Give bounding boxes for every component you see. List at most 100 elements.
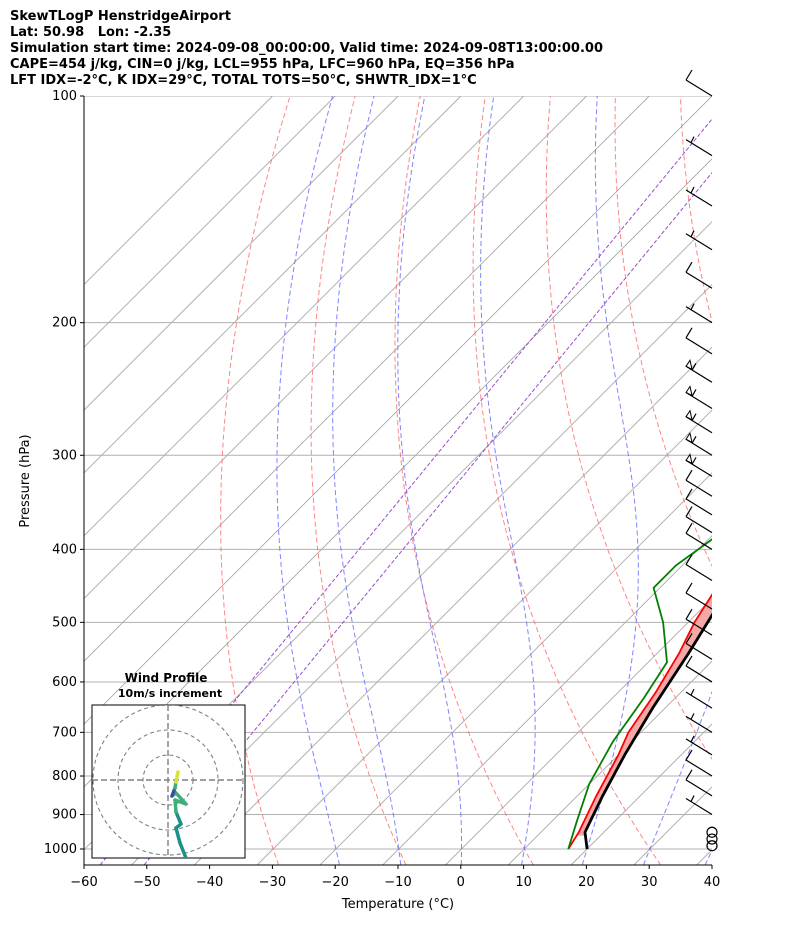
wind-barb: [685, 230, 713, 251]
wind-barb: [685, 633, 713, 660]
isotherm-line: [382, 535, 712, 865]
hodograph-ring: [92, 705, 244, 856]
dry-adiabat-line: [745, 96, 794, 865]
isotherm-line: [760, 96, 794, 865]
hodograph-segment: [178, 841, 188, 858]
y-tick-label: 600: [52, 675, 77, 690]
isotherm-line: [84, 96, 712, 725]
wind-barb: [685, 186, 713, 207]
hodograph-segment: [174, 810, 183, 826]
y-tick-label: 400: [52, 542, 77, 557]
above-eq-shading: [772, 99, 794, 511]
y-tick-label: 100: [52, 89, 77, 104]
isotherm-line: [696, 849, 712, 865]
wind-barb: [685, 582, 713, 610]
wind-barb: [685, 453, 713, 477]
isotherm-line: [84, 96, 399, 411]
wind-barb: [706, 826, 718, 838]
hodograph-segment: [174, 826, 182, 845]
chart-title-block: SkewTLogP HenstridgeAirport Lat: 50.98 L…: [10, 9, 603, 89]
hodograph-segment: [173, 798, 178, 814]
x-tick-label: 30: [641, 875, 658, 890]
y-tick-label: 1000: [44, 842, 77, 857]
wind-barb: [685, 688, 713, 709]
wind-barb: [685, 735, 713, 756]
wind-barb: [685, 469, 713, 497]
isotherm-line: [84, 96, 273, 286]
x-tick-label: −50: [133, 875, 160, 890]
wind-barb: [685, 69, 713, 97]
moist-adiabat-line: [704, 849, 712, 865]
isotherm-line: [84, 96, 336, 348]
wind-barb: [685, 488, 713, 516]
x-tick-label: −30: [259, 875, 286, 890]
isotherm-line: [84, 96, 525, 537]
moist-adiabat-line: [276, 96, 340, 865]
x-tick-label: −40: [196, 875, 223, 890]
wind-barb: [706, 833, 718, 845]
dry-adiabat-line: [220, 96, 291, 865]
wind-barb: [685, 432, 713, 456]
isotherm-line: [194, 346, 712, 865]
mixing-ratio-line: [143, 171, 712, 865]
wind-barb: [685, 409, 713, 434]
isotherm-line: [131, 283, 712, 865]
wind-barb: [685, 749, 713, 777]
wind-barb: [685, 769, 713, 797]
x-tick-label: −20: [321, 875, 348, 890]
dry-adiabat-line: [679, 96, 712, 324]
wind-barb: [685, 359, 713, 383]
x-tick-label: 40: [704, 875, 721, 890]
dewpoint-line: [567, 538, 712, 850]
y-tick-label: 800: [52, 769, 77, 784]
hodograph-title: Wind Profile: [125, 671, 208, 685]
x-tick-label: −60: [70, 875, 97, 890]
chart-title: SkewTLogP HenstridgeAirport: [10, 9, 231, 24]
wind-barb: [685, 136, 713, 157]
wind-barb: [685, 506, 713, 534]
wind-barb: [685, 261, 713, 289]
wind-barb: [685, 303, 713, 324]
isotherm-line: [256, 409, 712, 865]
x-tick-label: 0: [457, 875, 465, 890]
dry-adiabat-line: [394, 96, 534, 865]
moist-adiabat-line: [642, 690, 712, 865]
isotherm-line: [633, 786, 712, 865]
indices-line: LFT IDX=-2°C, K IDX=29°C, TOTAL TOTS=50°…: [10, 73, 477, 88]
moist-adiabat-line: [332, 96, 402, 865]
dry-adiabat-line: [472, 96, 662, 865]
dry-adiabat-line: [310, 96, 407, 865]
y-tick-label: 900: [52, 808, 77, 823]
wind-barb: [685, 655, 713, 683]
location-line: Lat: 50.98 Lon: -2.35: [10, 25, 172, 40]
isotherm-line: [570, 723, 712, 865]
wind-barb: [685, 554, 713, 582]
wind-barb: [706, 840, 718, 852]
time-line: Simulation start time: 2024-09-08_00:00:…: [10, 41, 603, 56]
x-tick-label: 20: [578, 875, 595, 890]
parcel-profile-line: [583, 612, 712, 850]
wind-barb: [685, 523, 713, 550]
wind-barb: [685, 795, 713, 816]
x-tick-label: −10: [384, 875, 411, 890]
y-tick-label: 500: [52, 615, 77, 630]
y-tick-label: 700: [52, 725, 77, 740]
isotherm-line: [508, 660, 712, 865]
wind-barb: [685, 327, 713, 355]
hodograph-inset: Wind Profile 10m/s increment: [91, 671, 246, 859]
wind-barb: [685, 713, 713, 733]
cape-line: CAPE=454 j/kg, CIN=0 j/kg, LCL=955 hPa, …: [10, 57, 515, 72]
x-axis-label: Temperature (°C): [341, 897, 454, 912]
x-tick-label: 10: [515, 875, 532, 890]
hodograph-subtitle: 10m/s increment: [118, 687, 222, 700]
y-axis-label: Pressure (hPa): [18, 434, 33, 527]
isotherm-line: [445, 597, 712, 865]
wind-barb: [685, 385, 713, 409]
dry-adiabat-line: [545, 96, 712, 760]
moist-adiabat-line: [397, 96, 462, 865]
isotherm-line: [84, 96, 650, 662]
wind-barb: [685, 608, 713, 636]
moist-adiabat-line: [480, 96, 536, 865]
isotherm-line: [84, 96, 462, 474]
